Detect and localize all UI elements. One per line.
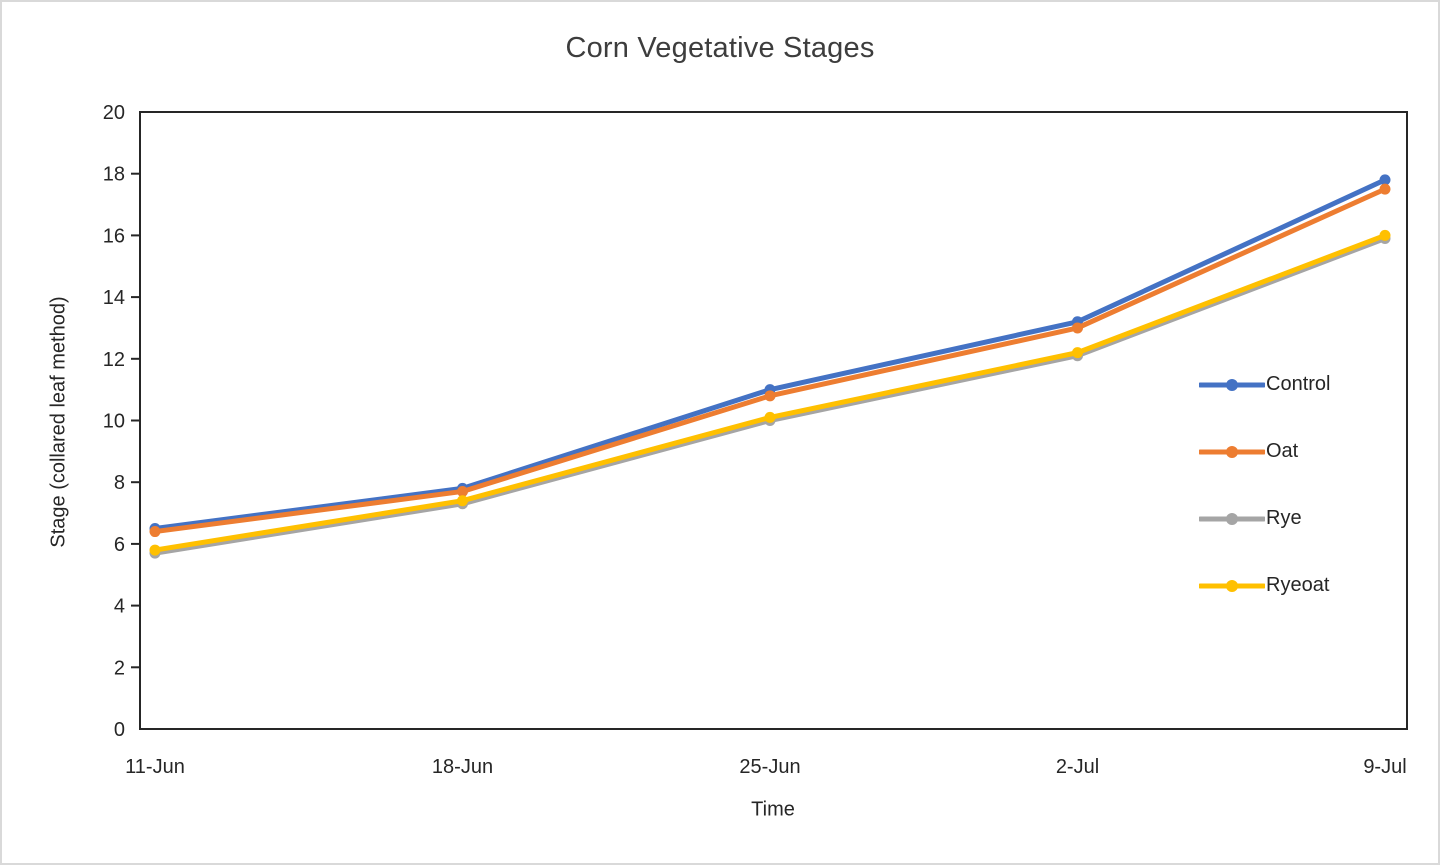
legend-item-ryeoat: Ryeoat <box>1199 552 1330 619</box>
x-tick-label-18-jun: 18-Jun <box>432 756 493 778</box>
legend-item-rye: Rye <box>1199 485 1330 552</box>
legend-marker-rye <box>1199 512 1265 525</box>
legend-marker-oat <box>1199 445 1265 458</box>
data-point-oat-0 <box>149 526 161 538</box>
data-point-ryeoat-0 <box>149 544 161 556</box>
data-point-control-4 <box>1379 174 1391 186</box>
x-axis-title: Time <box>751 798 795 821</box>
legend-marker-control <box>1199 378 1265 391</box>
y-axis-title: Stage (collared leaf method) <box>47 296 70 548</box>
y-tick-label-12: 12 <box>103 349 125 371</box>
y-tick-label-10: 10 <box>103 411 125 433</box>
data-point-oat-1 <box>457 485 468 497</box>
y-tick-label-8: 8 <box>114 472 125 494</box>
x-tick-label-25-jun: 25-Jun <box>739 756 800 778</box>
y-tick-label-16: 16 <box>103 225 125 247</box>
legend-label-ryeoat: Ryeoat <box>1266 574 1330 596</box>
y-tick-label-20: 20 <box>103 102 125 124</box>
data-point-oat-3 <box>1072 322 1083 334</box>
y-tick-label-2: 2 <box>114 657 125 679</box>
data-point-ryeoat-3 <box>1072 347 1083 359</box>
legend-label-oat: Oat <box>1266 440 1299 462</box>
y-tick-label-14: 14 <box>103 287 125 309</box>
legend-marker-ryeoat <box>1199 579 1265 592</box>
legend-item-oat: Oat <box>1199 418 1330 485</box>
x-tick-label-11-jun: 11-Jun <box>125 756 185 778</box>
chart-title: Corn Vegetative Stages <box>565 32 875 64</box>
y-tick-label-18: 18 <box>103 164 125 186</box>
legend-label-rye: Rye <box>1266 507 1302 529</box>
x-tick-label-9-jul: 9-Jul <box>1363 756 1406 778</box>
y-tick-label-0: 0 <box>114 719 125 741</box>
legend-label-control: Control <box>1266 373 1331 395</box>
legend-item-control: Control <box>1199 351 1330 418</box>
data-point-ryeoat-4 <box>1379 229 1391 241</box>
data-point-oat-2 <box>764 390 776 402</box>
x-tick-label-2-jul: 2-Jul <box>1056 756 1099 778</box>
data-point-ryeoat-1 <box>457 495 468 507</box>
data-point-ryeoat-2 <box>764 411 776 423</box>
legend: Control Oat Rye Ryeoat <box>1199 351 1330 619</box>
data-point-oat-4 <box>1379 183 1391 195</box>
y-tick-label-4: 4 <box>114 596 125 618</box>
y-tick-label-6: 6 <box>114 534 125 556</box>
